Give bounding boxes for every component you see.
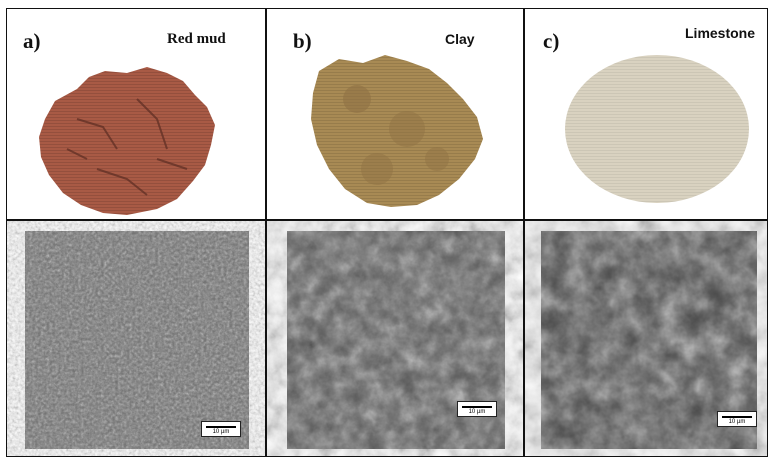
panel-b-sem: 10 µm [266,220,524,457]
panel-c-photo: c) Limestone [524,8,768,220]
panel-b-photo: b) Clay [266,8,524,220]
clay-sample-image [311,55,483,207]
limestone-sample-image [565,55,749,203]
panel-c-scale-bar: 10 µm [717,411,757,427]
panel-a-photo: a) Red mud [6,8,266,220]
clay-sem-image [287,231,505,449]
panel-a-sem: 10 µm [6,220,266,457]
panel-b-name: Clay [445,31,475,47]
panel-c-name: Limestone [685,25,756,41]
panel-c-letter: c) [543,29,560,53]
panel-a-name: Red mud [167,31,226,47]
red-mud-sample-image [39,67,215,215]
panel-c-sem: 10 µm [524,220,768,457]
panel-a-scale-bar: 10 µm [201,421,241,437]
panel-a-letter: a) [23,29,41,53]
panel-b-scale-bar: 10 µm [457,401,497,417]
red-mud-sem-image [25,231,249,449]
panel-b-letter: b) [293,29,312,53]
